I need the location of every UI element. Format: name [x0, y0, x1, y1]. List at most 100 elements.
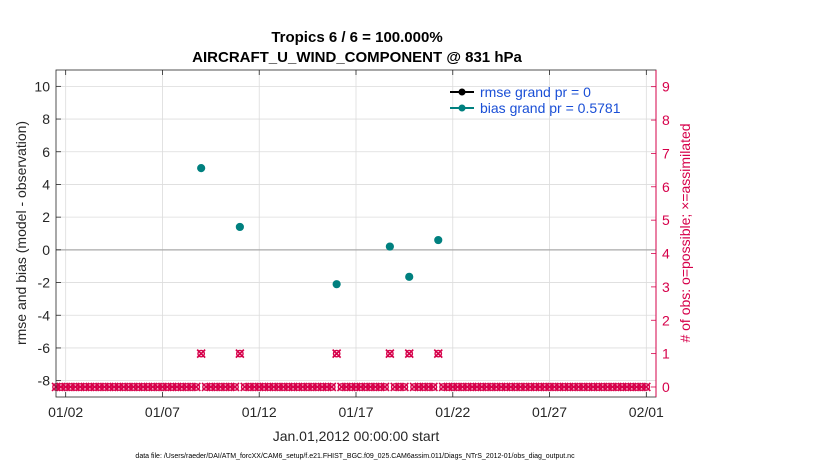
obs-possible-marker [265, 383, 273, 391]
legend-bias-label: bias grand pr = 0.5781 [480, 100, 621, 116]
obs-possible-marker [521, 383, 530, 391]
obs-assimilated-cross-b [433, 349, 443, 359]
obs-possible-marker [240, 383, 249, 391]
obs-possible-marker [356, 383, 365, 391]
obs-possible-marker [569, 383, 578, 391]
obs-possible-marker [221, 383, 230, 391]
obs-possible-marker [187, 383, 196, 391]
y-right-tick-label-9: 9 [662, 79, 670, 95]
obs-possible-marker [211, 383, 220, 391]
obs-possible-marker [502, 383, 510, 391]
obs-count-marker [230, 382, 240, 392]
obs-possible-marker [531, 383, 539, 391]
obs-possible-marker [632, 383, 641, 391]
y-right-tick-label-2: 2 [662, 312, 670, 328]
y-left-tick-label-9: 10 [34, 78, 50, 94]
obs-possible-marker [545, 383, 554, 391]
obs-possible-marker [197, 349, 206, 358]
bias-series [197, 164, 443, 289]
obs-possible-marker [202, 383, 210, 391]
obs-possible-marker [487, 383, 496, 391]
obs-assimilated-cross-b [385, 349, 395, 359]
obs-possible-marker [584, 383, 593, 391]
obs-possible-marker [56, 383, 65, 391]
obs-possible-marker [323, 383, 331, 391]
obs-possible-marker [540, 383, 549, 391]
obs-possible-marker [61, 383, 70, 391]
obs-possible-marker [279, 383, 288, 391]
obs-possible-marker [608, 383, 617, 391]
obs-possible-marker [637, 383, 646, 391]
y-left-tick-label-6: 4 [42, 176, 50, 192]
obs-possible-marker [308, 383, 317, 391]
obs-count-marker [327, 382, 337, 392]
y-left-tick-label-5: 2 [42, 209, 50, 225]
obs-possible-marker [284, 383, 293, 391]
obs-assimilated-cross-b [230, 382, 240, 392]
y-left-tick-label-2: -4 [38, 307, 51, 323]
obs-possible-marker [352, 383, 360, 391]
obs-possible-marker [473, 383, 481, 391]
obs-possible-marker [134, 383, 143, 391]
obs-possible-marker [511, 383, 520, 391]
obs-possible-marker [381, 383, 389, 391]
y-right-tick-label-1: 1 [662, 346, 670, 362]
obs-possible-marker [555, 383, 564, 391]
obs-assimilated-cross-b [404, 349, 414, 359]
obs-count-marker [404, 349, 414, 359]
obs-possible-marker [303, 383, 312, 391]
obs-possible-marker [366, 383, 375, 391]
obs-possible-marker [560, 383, 568, 391]
obs-possible-marker [627, 383, 636, 391]
obs-possible-marker [439, 383, 447, 391]
obs-assimilated-cross-b [399, 382, 409, 392]
y-right-tick-label-6: 6 [662, 179, 670, 195]
obs-assimilated-cross-b [428, 382, 438, 392]
obs-possible-marker [71, 383, 80, 391]
obs-possible-marker [81, 383, 89, 391]
obs-possible-marker [429, 383, 438, 391]
obs-possible-marker [313, 383, 322, 391]
x-tick-label-2: 01/12 [242, 404, 277, 420]
obs-possible-marker [347, 383, 356, 391]
y-left-tick-label-7: 6 [42, 144, 50, 160]
obs-possible-marker [76, 383, 85, 391]
obs-possible-marker [623, 383, 631, 391]
obs-possible-marker [148, 383, 157, 391]
obs-possible-marker [226, 383, 235, 391]
bias-point-3 [385, 242, 394, 251]
y-left-tick-label-8: 8 [42, 111, 50, 127]
obs-possible-marker [192, 383, 201, 391]
obs-possible-marker [119, 383, 128, 391]
obs-assimilated-cross-b [235, 349, 245, 359]
x-tick-label-5: 01/27 [532, 404, 567, 420]
obs-possible-marker [260, 383, 268, 391]
obs-possible-marker [182, 383, 191, 391]
obs-possible-marker [535, 383, 544, 391]
obs-possible-marker [526, 383, 535, 391]
y-right-tick-label-5: 5 [662, 212, 670, 228]
obs-possible-marker [289, 383, 297, 391]
legend-bias-marker [458, 104, 466, 112]
obs-possible-marker [603, 383, 612, 391]
obs-possible-marker [594, 383, 602, 391]
grid [56, 70, 656, 397]
obs-count-marker [191, 382, 201, 392]
obs-possible-marker [294, 383, 302, 391]
obs-possible-marker [390, 383, 399, 391]
bias-point-4 [405, 272, 414, 281]
obs-possible-marker [410, 383, 418, 391]
obs-possible-marker [385, 349, 394, 358]
obs-possible-marker [453, 383, 462, 391]
obs-possible-marker [100, 383, 109, 391]
obs-possible-marker [618, 383, 627, 391]
obs-possible-marker [231, 383, 239, 391]
obs-possible-marker [642, 383, 651, 391]
obs-possible-marker [598, 383, 607, 391]
y-left-tick-label-3: -2 [38, 275, 51, 291]
obs-possible-marker [158, 383, 167, 391]
data-file-footer: data file: /Users/raeder/DAI/ATM_forcXX/… [135, 453, 575, 460]
obs-possible-marker [163, 383, 172, 391]
obs-possible-marker [400, 383, 409, 391]
